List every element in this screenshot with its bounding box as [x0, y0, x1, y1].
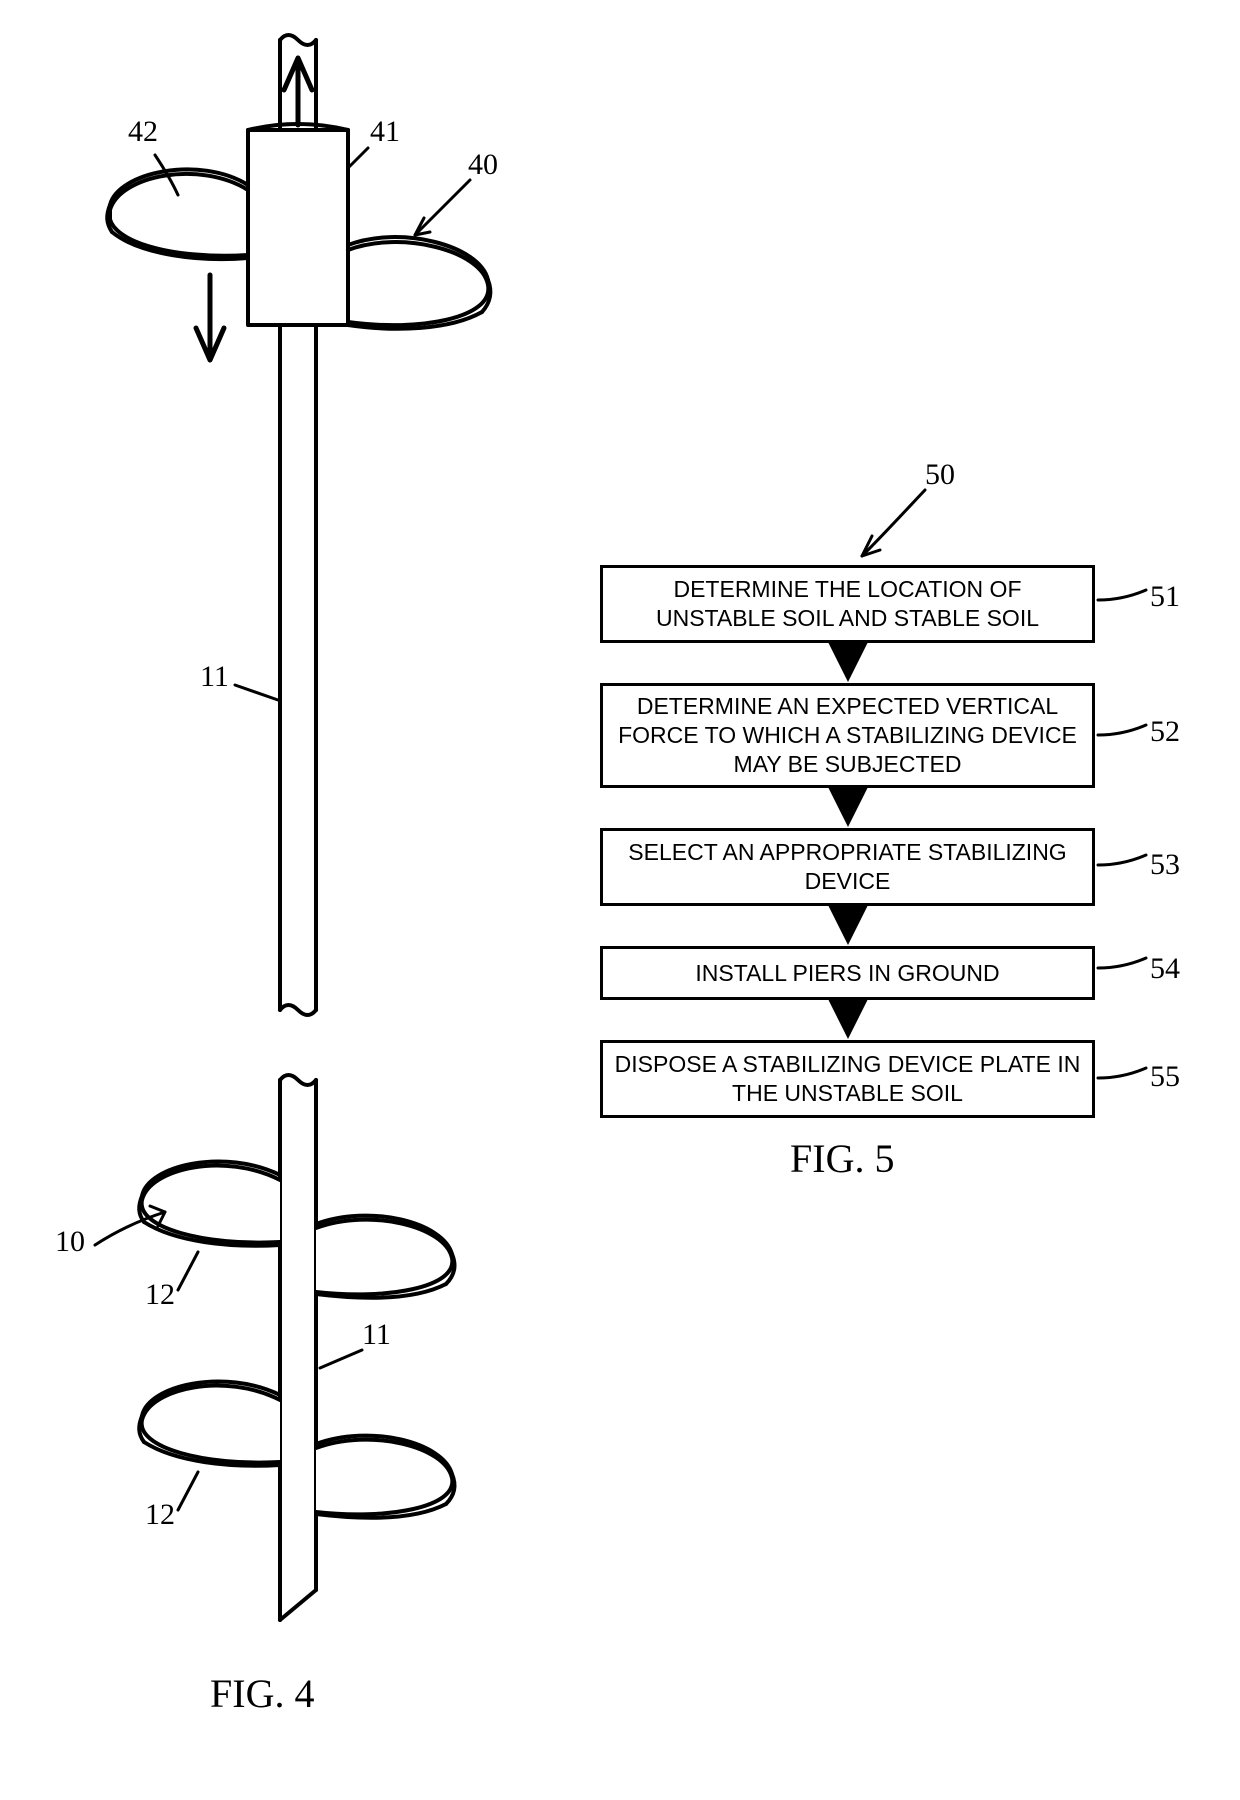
fig4-caption: FIG. 4: [210, 1670, 314, 1717]
flow-ref-leaders: [1090, 560, 1170, 1180]
ref-40: 40: [468, 148, 498, 182]
ref-42: 42: [128, 115, 158, 149]
fig4-drawing: [0, 0, 620, 1720]
ref-41: 41: [370, 115, 400, 149]
ref-50-leader: [830, 478, 950, 568]
flow-arrows: [818, 560, 878, 1180]
ref-11-upper: 11: [200, 660, 229, 694]
ref-10: 10: [55, 1225, 85, 1259]
ref-12-lower: 12: [145, 1498, 175, 1532]
page: 42 41 40 11 10 12 11 12 FIG. 4 50 DETERM…: [0, 0, 1240, 1800]
ref-12-upper: 12: [145, 1278, 175, 1312]
fig5-caption: FIG. 5: [790, 1135, 894, 1182]
ref-11-lower: 11: [362, 1318, 391, 1352]
